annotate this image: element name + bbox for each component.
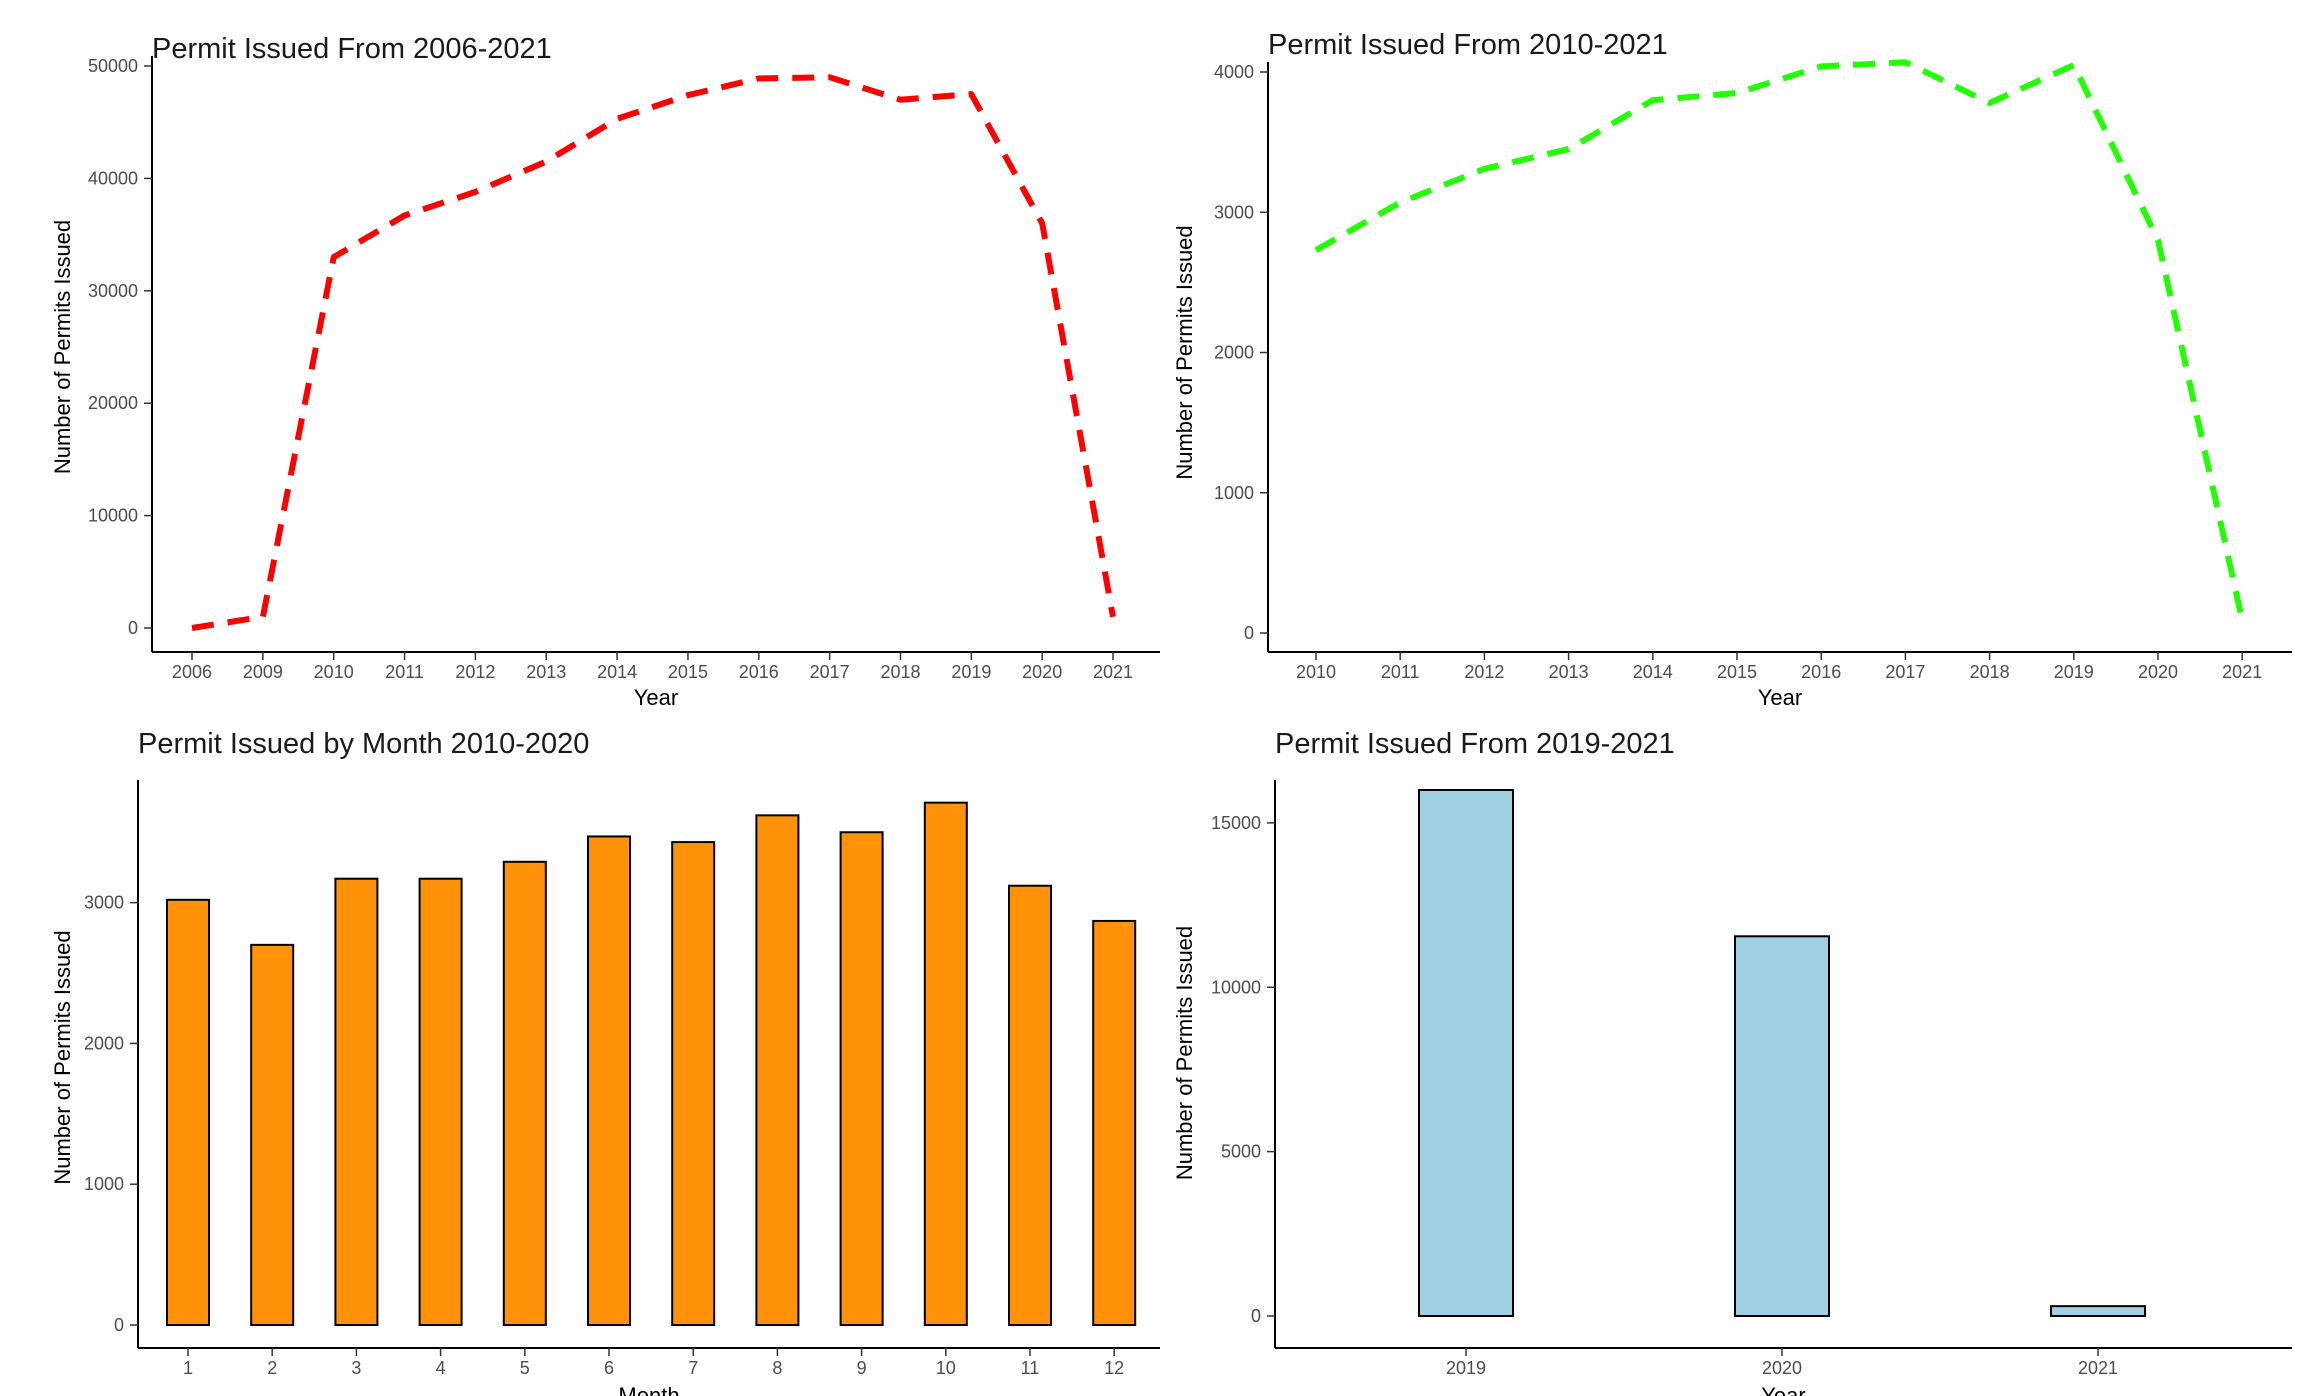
x-tick-label: 2016 <box>1801 662 1841 682</box>
y-tick-label: 2000 <box>84 1033 124 1053</box>
bar <box>923 801 968 1326</box>
y-tick-label: 10000 <box>1211 977 1261 997</box>
chart-title: Permit Issued From 2019-2021 <box>1275 728 1675 760</box>
line-chart-svg: 0 10000 20000 30000 40000 50000 2006 2009 2010 20… <box>50 56 1160 710</box>
x-tick-label: 2013 <box>526 662 566 682</box>
x-tick-label: 2018 <box>880 662 920 682</box>
x-tick-label: 2011 <box>1381 662 1420 682</box>
x-axis-title: Month <box>618 1383 679 1396</box>
x-tick-label: 2009 <box>243 662 283 682</box>
y-axis-title: Number of Permits Issued <box>50 930 75 1184</box>
x-tick-label: 2012 <box>455 662 495 682</box>
bar <box>671 841 716 1326</box>
y-tick-label: 15000 <box>1211 813 1261 833</box>
bar <box>755 814 800 1326</box>
chart-title: Permit Issued by Month 2010-2020 <box>138 728 590 760</box>
line-chart-svg: 0 1000 2000 3000 4000 2010 2011 2012 2013 2014 201… <box>1172 59 2292 710</box>
chart-panel-permits-2019-2021: Permit Issued From 2019-2021 0 5000 10000 1… <box>1152 698 2304 1396</box>
x-tick-label: 6 <box>604 1358 614 1378</box>
bar <box>502 860 547 1326</box>
y-tick-label: 1000 <box>1214 483 1254 503</box>
x-tick-label: 2020 <box>1022 662 1062 682</box>
series-line <box>191 74 1116 631</box>
x-tick-label: 2010 <box>314 662 354 682</box>
chart-title: Permit Issued From 2006-2021 <box>152 33 552 65</box>
x-tick-label: 4 <box>436 1358 446 1378</box>
y-tick-label: 1000 <box>84 1174 124 1194</box>
bar <box>1008 884 1052 1326</box>
y-tick-label: 0 <box>1244 623 1254 643</box>
x-tick-label: 2016 <box>739 662 779 682</box>
x-tick-label: 3 <box>351 1358 361 1378</box>
y-tick-label: 4000 <box>1214 62 1254 82</box>
bar <box>250 943 295 1327</box>
bar <box>1092 919 1137 1326</box>
x-tick-label: 2019 <box>1446 1358 1486 1378</box>
bar <box>418 877 463 1327</box>
x-tick-label: 2021 <box>1093 662 1133 682</box>
chart-title: Permit Issued From 2010-2021 <box>1268 29 1668 61</box>
x-tick-label: 2019 <box>951 662 991 682</box>
x-tick-label: 1 <box>183 1358 193 1378</box>
x-tick-label: 2020 <box>2138 662 2178 682</box>
y-tick-label: 0 <box>128 618 138 638</box>
x-tick-label: 2010 <box>1296 662 1336 682</box>
x-tick-label: 7 <box>688 1358 698 1378</box>
x-tick-label: 2014 <box>597 662 637 682</box>
x-tick-label: 2018 <box>1970 662 2010 682</box>
y-tick-label: 50000 <box>88 56 138 76</box>
bar <box>587 835 631 1326</box>
y-axis-title: Number of Permits Issued <box>1172 225 1197 479</box>
x-tick-label: 5 <box>520 1358 530 1378</box>
x-tick-label: 2019 <box>2054 662 2094 682</box>
x-tick-label: 2015 <box>1717 662 1757 682</box>
x-tick-label: 2012 <box>1464 662 1504 682</box>
y-axis-title: Number of Permits Issued <box>1172 926 1197 1180</box>
x-tick-label: 2020 <box>1762 1358 1802 1378</box>
y-tick-label: 3000 <box>84 893 124 913</box>
x-tick-label: 9 <box>857 1358 867 1378</box>
x-tick-label: 2014 <box>1633 662 1673 682</box>
bar <box>1734 935 1830 1317</box>
x-tick-label: 10 <box>936 1358 956 1378</box>
y-tick-label: 30000 <box>88 281 138 301</box>
chart-panel-permits-by-month: Permit Issued by Month 2010-2020 0 1000 20… <box>0 698 1160 1396</box>
bar <box>2050 1305 2146 1318</box>
y-tick-label: 2000 <box>1214 343 1254 363</box>
y-tick-label: 3000 <box>1214 202 1254 222</box>
y-tick-label: 10000 <box>88 506 138 526</box>
bar-chart-svg: 0 5000 10000 15000 2019 2020 2021 Year Number of… <box>1172 780 2292 1396</box>
y-tick-label: 0 <box>1251 1306 1261 1326</box>
y-tick-label: 5000 <box>1221 1142 1261 1162</box>
y-tick-label: 0 <box>114 1315 124 1335</box>
x-tick-label: 2 <box>267 1358 277 1378</box>
y-tick-label: 40000 <box>88 168 138 188</box>
x-axis-title: Year <box>634 685 678 710</box>
x-tick-label: 2011 <box>385 662 424 682</box>
x-tick-label: 2021 <box>2078 1358 2118 1378</box>
x-tick-label: 2013 <box>1549 662 1589 682</box>
x-tick-label: 2021 <box>2222 662 2262 682</box>
bar <box>334 877 379 1327</box>
x-tick-label: 12 <box>1104 1358 1124 1378</box>
chart-panel-permits-2006-2021: Permit Issued From 2006-2021 0 10000 20000… <box>0 0 1160 710</box>
bar <box>839 831 884 1326</box>
x-axis-title: Year <box>1761 1383 1805 1396</box>
series-line <box>1314 59 2246 622</box>
x-tick-label: 2015 <box>668 662 708 682</box>
x-axis-title: Year <box>1758 685 1802 710</box>
y-axis-title: Number of Permits Issued <box>50 220 75 474</box>
bar <box>166 898 210 1326</box>
y-tick-label: 20000 <box>88 393 138 413</box>
x-tick-label: 8 <box>772 1358 782 1378</box>
x-tick-label: 2017 <box>810 662 850 682</box>
x-tick-label: 2017 <box>1885 662 1925 682</box>
chart-panel-permits-2010-2021: Permit Issued From 2010-2021 0 1000 2000 30… <box>1152 0 2304 710</box>
x-tick-label: 2006 <box>172 662 212 682</box>
x-tick-label: 11 <box>1021 1358 1040 1378</box>
bar <box>1418 789 1514 1317</box>
